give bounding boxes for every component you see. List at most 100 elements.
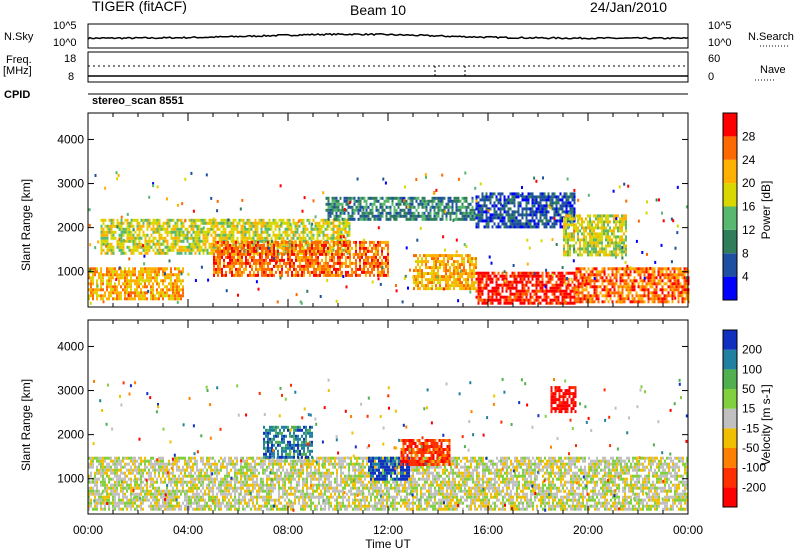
echo-cell <box>240 224 243 228</box>
echo-cell <box>170 288 172 292</box>
echo-cell <box>170 273 172 277</box>
echo-cell <box>383 261 385 265</box>
echo-cell <box>90 465 92 469</box>
echo-cell <box>313 252 315 256</box>
freq-label-line1: Freq. <box>6 54 32 66</box>
echo-cell <box>136 248 139 252</box>
echo-cell <box>158 291 160 295</box>
echo-cell <box>349 258 351 262</box>
echo-cell <box>106 267 108 271</box>
echo-cell <box>583 288 586 292</box>
echo-cell <box>387 196 390 200</box>
echo-cell <box>513 219 516 223</box>
echo-cell <box>150 270 152 274</box>
echo-cell <box>635 291 638 295</box>
echo-cell <box>507 225 510 229</box>
echo-cell <box>599 235 601 239</box>
echo-cell <box>132 270 134 274</box>
echo-cell <box>473 211 476 215</box>
echo-cell <box>419 269 421 273</box>
echo-cell <box>279 273 281 277</box>
echo-cell <box>108 227 111 231</box>
echo-cell <box>293 240 295 244</box>
echo-cell <box>349 196 352 200</box>
echo-cell <box>571 214 573 218</box>
echo-cell <box>256 236 259 240</box>
echo-cell <box>292 218 295 222</box>
echo-cell <box>411 211 414 215</box>
echo-cell <box>499 195 502 199</box>
echo-cell <box>290 230 293 234</box>
echo-cell <box>385 273 387 277</box>
echo-cell <box>365 205 368 209</box>
echo-cell <box>314 221 317 225</box>
echo-cell <box>625 273 628 277</box>
echo-cell <box>651 282 654 286</box>
echo-cell <box>497 277 500 281</box>
echo-cell <box>299 267 301 271</box>
echo-cell <box>213 258 215 262</box>
echo-cell <box>491 195 494 199</box>
echo-cell <box>102 239 105 243</box>
echo-cell <box>521 295 524 299</box>
echo-cell <box>120 242 123 246</box>
echo-noise-cell <box>643 276 646 280</box>
echo-cell <box>641 267 644 271</box>
echo-cell <box>657 267 660 271</box>
echo-cell <box>433 257 435 261</box>
echo-cell <box>605 238 607 242</box>
echo-cell <box>515 219 518 223</box>
echo-cell <box>330 227 333 231</box>
echo-cell <box>433 269 435 273</box>
echo-cell <box>379 243 381 247</box>
echo-cell <box>182 291 184 295</box>
echo-cell <box>166 291 168 295</box>
echo-cell <box>225 270 227 274</box>
echo-cell <box>675 288 678 292</box>
echo-cell <box>263 267 265 271</box>
echo-noise-cell <box>156 229 159 233</box>
echo-cell <box>609 279 612 283</box>
echo-cell <box>221 267 223 271</box>
echo-cell <box>491 271 494 275</box>
echo-cell <box>331 264 333 268</box>
echo-cell <box>685 282 688 286</box>
echo-cell <box>503 216 506 220</box>
echo-cell <box>217 249 219 253</box>
echo-cell <box>307 270 309 274</box>
echo-cell <box>477 216 480 220</box>
echo-cell <box>318 230 321 234</box>
echo-cell <box>489 301 492 305</box>
echo-cell <box>567 253 569 257</box>
echo-cell <box>301 255 303 259</box>
power-colorbar-label: Power [dB] <box>759 181 773 240</box>
echo-cell <box>329 255 331 259</box>
echo-noise-cell <box>392 216 395 220</box>
y-tick-label: 1000 <box>57 265 84 279</box>
echo-cell <box>292 236 295 240</box>
echo-cell <box>306 251 309 255</box>
echo-cell <box>489 274 492 278</box>
echo-cell <box>214 230 217 234</box>
echo-cell <box>88 498 90 502</box>
echo-cell <box>459 205 462 209</box>
echo-cell <box>561 195 564 199</box>
echo-cell <box>274 221 277 225</box>
echo-cell <box>611 232 613 236</box>
echo-cell <box>345 270 347 274</box>
power-xticks <box>87 113 689 307</box>
echo-cell <box>603 214 605 218</box>
echo-cell <box>251 264 253 268</box>
echo-cell <box>539 201 542 205</box>
echo-cell <box>88 273 90 277</box>
echo-cell <box>178 288 180 292</box>
echo-cell <box>453 266 455 270</box>
echo-cell <box>467 284 469 288</box>
echo-cell <box>216 242 219 246</box>
echo-cell <box>583 247 585 251</box>
echo-cell <box>243 267 245 271</box>
echo-cell <box>565 286 568 290</box>
echo-cell <box>607 235 609 239</box>
echo-cell <box>533 204 536 208</box>
echo-cell <box>459 281 461 285</box>
